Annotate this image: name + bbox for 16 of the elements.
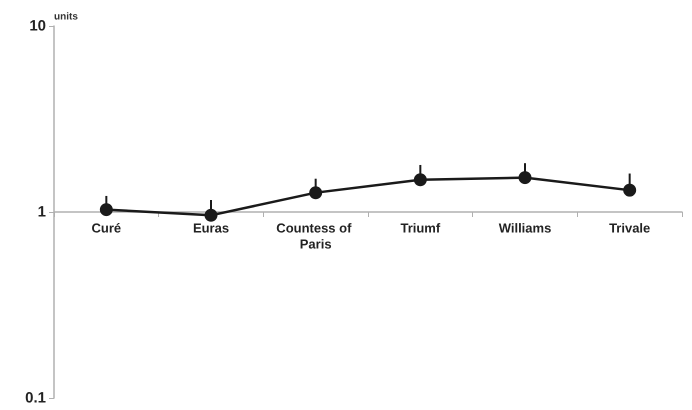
x-tick-label: Countess of Paris [276, 220, 356, 252]
x-tick-label: Curé [92, 220, 122, 236]
y-tick-label: 0.1 [25, 390, 46, 406]
point [100, 203, 113, 216]
y-tick-label: 10 [29, 18, 46, 34]
point [518, 171, 532, 184]
x-tick-label: Euras [192, 220, 230, 236]
point [309, 186, 322, 200]
x-tick-label: Triumf [400, 220, 441, 236]
point [414, 173, 427, 186]
x-tick-label: Trivale [609, 220, 650, 236]
point [204, 208, 218, 222]
x-tick-label: Williams [498, 220, 552, 236]
y-axis-title: units [54, 12, 78, 22]
y-tick-label: 1 [38, 204, 46, 220]
point [623, 184, 636, 197]
